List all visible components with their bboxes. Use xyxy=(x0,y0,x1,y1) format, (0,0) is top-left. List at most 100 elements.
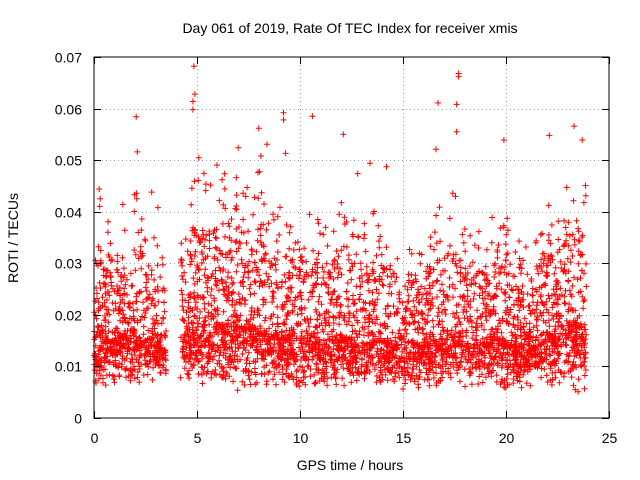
data-point xyxy=(504,349,511,356)
data-point xyxy=(234,262,241,268)
data-point xyxy=(344,343,351,350)
data-point xyxy=(202,236,209,243)
data-point xyxy=(151,234,157,241)
data-point xyxy=(312,324,319,331)
data-point xyxy=(283,351,289,358)
data-point xyxy=(473,320,480,327)
data-point xyxy=(550,316,557,322)
data-point xyxy=(388,290,395,297)
data-point xyxy=(266,325,273,332)
data-point xyxy=(572,322,579,329)
data-point xyxy=(236,317,243,323)
data-point xyxy=(502,291,509,297)
data-point xyxy=(393,308,400,315)
data-point xyxy=(361,220,368,227)
data-point xyxy=(305,273,312,280)
data-point xyxy=(498,329,505,336)
data-point xyxy=(424,312,431,319)
data-point xyxy=(476,292,483,299)
data-point xyxy=(309,293,316,300)
data-point xyxy=(580,199,587,206)
data-point xyxy=(472,361,479,367)
data-point xyxy=(333,299,340,306)
data-point xyxy=(383,163,390,170)
data-point xyxy=(249,267,256,274)
data-point xyxy=(331,256,338,263)
data-point xyxy=(323,260,330,267)
data-point xyxy=(421,285,428,292)
data-point xyxy=(403,330,410,337)
data-point xyxy=(571,123,577,130)
data-point xyxy=(407,307,414,314)
data-point xyxy=(345,310,352,317)
data-point xyxy=(198,364,205,371)
data-point xyxy=(114,363,120,370)
data-point xyxy=(333,332,340,338)
data-point xyxy=(124,319,131,326)
data-point xyxy=(256,283,263,290)
data-point xyxy=(296,289,303,296)
data-point xyxy=(350,233,357,240)
data-point xyxy=(282,278,289,285)
data-point xyxy=(405,292,412,299)
data-point xyxy=(580,351,587,358)
data-point xyxy=(334,342,340,349)
data-point xyxy=(261,296,267,303)
data-point xyxy=(535,270,542,277)
data-point xyxy=(110,285,116,292)
data-point xyxy=(426,366,433,373)
data-point xyxy=(537,342,544,349)
data-point xyxy=(133,340,140,346)
data-point xyxy=(155,348,162,355)
data-point xyxy=(314,329,321,336)
data-point xyxy=(321,268,327,275)
data-point xyxy=(309,348,316,355)
data-point xyxy=(387,262,394,269)
data-point xyxy=(222,205,229,212)
data-point xyxy=(516,378,523,385)
data-point xyxy=(377,355,384,362)
data-point xyxy=(448,352,455,359)
data-point xyxy=(453,302,460,309)
data-point xyxy=(418,309,425,315)
data-point xyxy=(547,352,554,359)
data-point xyxy=(361,332,367,339)
data-point xyxy=(91,350,98,357)
data-point xyxy=(519,344,525,351)
data-point xyxy=(425,350,432,357)
data-point xyxy=(246,258,252,265)
data-point xyxy=(430,266,437,273)
data-point xyxy=(415,319,422,326)
data-point xyxy=(493,293,500,300)
data-point xyxy=(159,364,166,371)
data-point xyxy=(217,344,224,351)
data-point xyxy=(430,323,437,330)
data-point xyxy=(480,300,487,307)
data-point xyxy=(376,238,382,245)
data-point xyxy=(427,367,434,374)
data-point xyxy=(214,311,221,318)
data-point xyxy=(341,214,348,221)
data-point xyxy=(201,272,208,279)
data-point xyxy=(298,296,305,303)
data-point xyxy=(518,340,525,347)
data-point xyxy=(297,337,303,344)
data-point xyxy=(120,314,126,321)
data-point xyxy=(261,356,268,363)
data-point xyxy=(471,345,478,352)
data-point xyxy=(248,251,255,258)
data-point xyxy=(411,318,418,325)
data-point xyxy=(102,323,109,330)
data-point xyxy=(347,267,354,274)
data-point xyxy=(307,332,314,339)
data-point xyxy=(349,328,356,335)
data-point xyxy=(243,317,250,324)
data-point xyxy=(394,344,401,351)
data-point xyxy=(184,370,191,377)
data-point xyxy=(582,326,589,333)
data-point xyxy=(497,381,504,388)
data-point xyxy=(463,282,470,289)
data-point xyxy=(565,359,571,366)
data-point xyxy=(505,227,511,234)
data-point xyxy=(153,341,160,348)
